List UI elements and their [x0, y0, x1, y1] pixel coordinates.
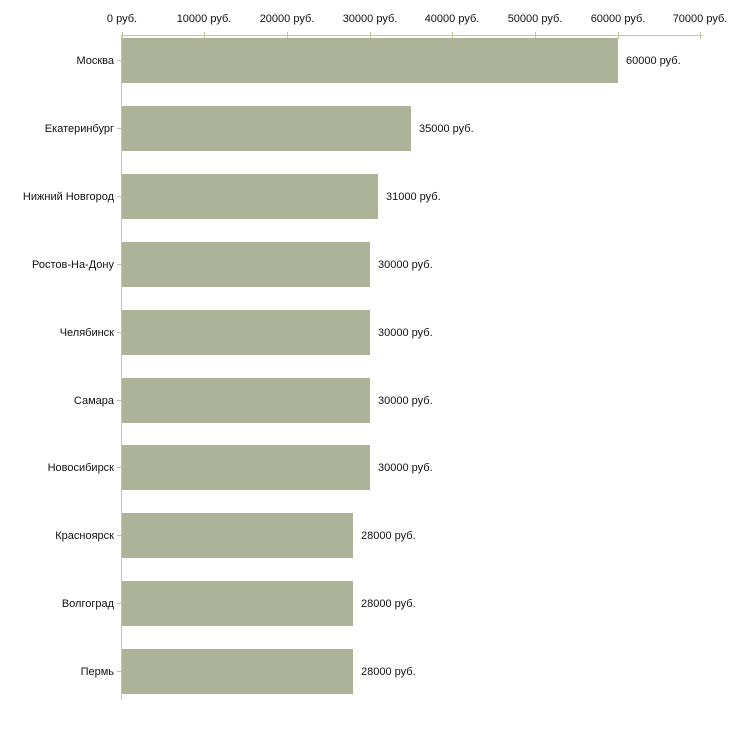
- value-label: 60000 руб.: [626, 55, 681, 67]
- x-axis-tick-label: 50000 руб.: [507, 13, 563, 25]
- bar: [122, 581, 353, 626]
- category-label: Ростов-На-Дону: [31, 259, 114, 271]
- bar: [122, 513, 353, 558]
- value-label: 30000 руб.: [378, 327, 433, 339]
- bar: [122, 310, 370, 355]
- bar: [122, 38, 618, 83]
- x-axis-tick: [370, 32, 371, 39]
- x-axis-tick: [618, 32, 619, 39]
- value-label: 35000 руб.: [419, 123, 474, 135]
- x-axis-tick: [700, 32, 701, 39]
- category-label: Красноярск: [55, 530, 114, 542]
- category-label: Екатеринбург: [44, 123, 114, 135]
- x-axis-tick: [122, 32, 123, 39]
- x-axis-tick-label: 70000 руб.: [672, 13, 728, 25]
- y-axis-tick: [117, 535, 121, 536]
- bar: [122, 106, 411, 151]
- value-label: 28000 руб.: [361, 598, 416, 610]
- y-axis-tick: [117, 671, 121, 672]
- category-label: Волгоград: [61, 598, 114, 610]
- category-label: Самара: [73, 395, 114, 407]
- y-axis-tick: [117, 603, 121, 604]
- x-axis-tick: [452, 32, 453, 39]
- bar: [122, 174, 378, 219]
- x-axis-tick: [204, 32, 205, 39]
- y-axis-tick: [117, 467, 121, 468]
- bar: [122, 445, 370, 490]
- value-label: 30000 руб.: [378, 395, 433, 407]
- x-axis-tick: [535, 32, 536, 39]
- category-label: Челябинск: [59, 327, 114, 339]
- value-label: 28000 руб.: [361, 666, 416, 678]
- y-axis-tick: [117, 264, 121, 265]
- x-axis-tick-label: 30000 руб.: [342, 13, 398, 25]
- category-label: Пермь: [80, 666, 114, 678]
- y-axis-tick: [117, 60, 121, 61]
- x-axis-tick-label: 20000 руб.: [259, 13, 315, 25]
- value-label: 31000 руб.: [386, 191, 441, 203]
- bar: [122, 378, 370, 423]
- category-label: Новосибирск: [47, 462, 114, 474]
- y-axis-tick: [117, 332, 121, 333]
- y-axis-tick: [117, 196, 121, 197]
- bar: [122, 242, 370, 287]
- category-label: Нижний Новгород: [22, 191, 114, 203]
- bar: [122, 649, 353, 694]
- x-axis-tick-label: 10000 руб.: [176, 13, 232, 25]
- x-axis-tick-label: 40000 руб.: [424, 13, 480, 25]
- y-axis-tick: [117, 128, 121, 129]
- value-label: 30000 руб.: [378, 259, 433, 271]
- plot-area: [121, 35, 703, 700]
- value-label: 28000 руб.: [361, 530, 416, 542]
- value-label: 30000 руб.: [378, 462, 433, 474]
- category-label: Москва: [76, 55, 114, 67]
- y-axis-tick: [117, 400, 121, 401]
- x-axis-tick: [287, 32, 288, 39]
- x-axis-tick-label: 60000 руб.: [590, 13, 646, 25]
- x-axis-tick-label: 0 руб.: [106, 13, 138, 25]
